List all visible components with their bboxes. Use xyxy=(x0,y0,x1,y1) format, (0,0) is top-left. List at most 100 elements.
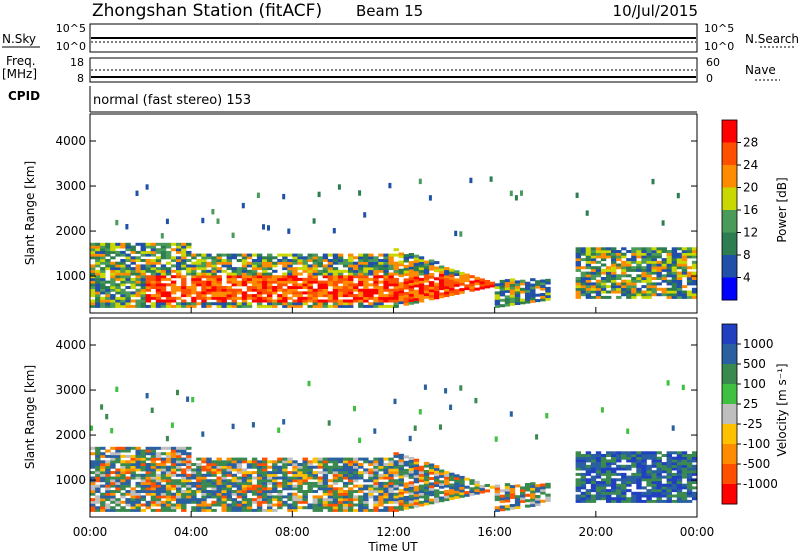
data-cell xyxy=(373,481,379,485)
data-cell xyxy=(120,492,126,496)
data-cell xyxy=(423,483,430,487)
data-cell xyxy=(256,495,263,499)
data-cell xyxy=(181,283,187,287)
data-cell xyxy=(312,460,318,464)
data-cell xyxy=(398,290,404,294)
data-cell xyxy=(621,271,627,275)
data-cell xyxy=(428,501,435,505)
data-cell xyxy=(327,275,334,279)
data-cell xyxy=(176,460,182,464)
data-cell xyxy=(256,463,263,466)
data-cell xyxy=(413,472,420,476)
data-cell xyxy=(140,267,146,271)
colorbar-segment xyxy=(722,464,737,485)
data-cell xyxy=(292,495,298,499)
data-cell xyxy=(282,253,288,257)
data-cell xyxy=(145,184,149,190)
data-cell xyxy=(666,475,672,479)
data-cell xyxy=(337,460,344,464)
data-cell xyxy=(176,269,182,273)
data-cell xyxy=(221,269,227,273)
data-cell xyxy=(105,508,111,512)
data-cell xyxy=(140,302,146,306)
data-cell xyxy=(342,280,349,284)
data-cell xyxy=(408,503,415,506)
data-cell xyxy=(256,299,263,303)
data-cell xyxy=(428,281,435,285)
data-cell xyxy=(464,477,470,481)
data-cell xyxy=(656,470,662,474)
data-cell xyxy=(691,250,698,253)
data-cell xyxy=(332,492,339,496)
data-cell xyxy=(363,277,369,281)
data-cell xyxy=(130,495,136,499)
data-cell xyxy=(378,264,384,268)
data-cell xyxy=(484,489,490,493)
data-cell xyxy=(353,261,359,265)
data-cell xyxy=(277,468,283,472)
data-cell xyxy=(408,435,412,442)
data-cell xyxy=(125,471,131,475)
data-cell xyxy=(525,287,531,291)
data-cell xyxy=(307,272,313,276)
data-cell xyxy=(449,491,455,495)
data-cell xyxy=(322,476,329,480)
data-cell xyxy=(428,291,435,295)
data-cell xyxy=(621,285,627,289)
data-cell xyxy=(150,304,157,308)
data-cell xyxy=(297,283,303,287)
data-cell xyxy=(226,471,232,475)
freq-tick-top: 18 xyxy=(70,56,84,69)
data-cell xyxy=(292,304,298,308)
data-cell xyxy=(262,484,268,488)
data-cell xyxy=(307,267,313,271)
data-cell xyxy=(277,481,283,485)
data-cell xyxy=(216,492,222,496)
data-cell xyxy=(585,290,592,294)
data-cell xyxy=(150,498,157,502)
data-cell xyxy=(469,286,475,289)
data-cell xyxy=(434,478,440,482)
data-cell xyxy=(181,286,187,289)
data-cell xyxy=(312,296,318,300)
data-cell xyxy=(626,287,632,291)
data-cell xyxy=(317,272,323,276)
data-cell xyxy=(428,259,435,263)
data-cell xyxy=(201,457,207,461)
data-cell xyxy=(611,247,617,251)
data-cell xyxy=(236,304,243,308)
data-cell xyxy=(120,250,126,254)
data-cell xyxy=(95,291,101,295)
data-cell xyxy=(191,288,197,292)
data-cell xyxy=(277,286,283,289)
data-cell xyxy=(585,491,592,495)
data-cell xyxy=(454,278,460,282)
data-cell xyxy=(120,299,126,303)
data-cell xyxy=(651,255,657,259)
data-cell xyxy=(353,490,359,493)
data-cell xyxy=(353,269,359,273)
colorbar-segment xyxy=(722,142,737,166)
data-cell xyxy=(226,280,232,284)
data-cell xyxy=(631,260,637,264)
data-cell xyxy=(256,492,263,496)
data-cell xyxy=(388,304,394,308)
data-cell xyxy=(686,475,693,479)
data-cell xyxy=(383,261,389,265)
data-cell xyxy=(170,422,174,428)
data-cell xyxy=(525,499,531,503)
data-cell xyxy=(611,478,617,482)
data-cell xyxy=(621,451,627,455)
data-cell xyxy=(110,299,116,303)
data-cell xyxy=(641,462,647,466)
data-cell xyxy=(317,495,323,499)
data-cell xyxy=(413,458,420,462)
data-cell xyxy=(115,261,121,265)
data-cell xyxy=(307,490,313,493)
data-cell xyxy=(130,267,136,271)
data-cell xyxy=(413,284,420,288)
data-cell xyxy=(434,481,440,485)
data-cell xyxy=(150,484,157,488)
data-cell xyxy=(459,288,465,292)
data-cell xyxy=(454,487,460,491)
